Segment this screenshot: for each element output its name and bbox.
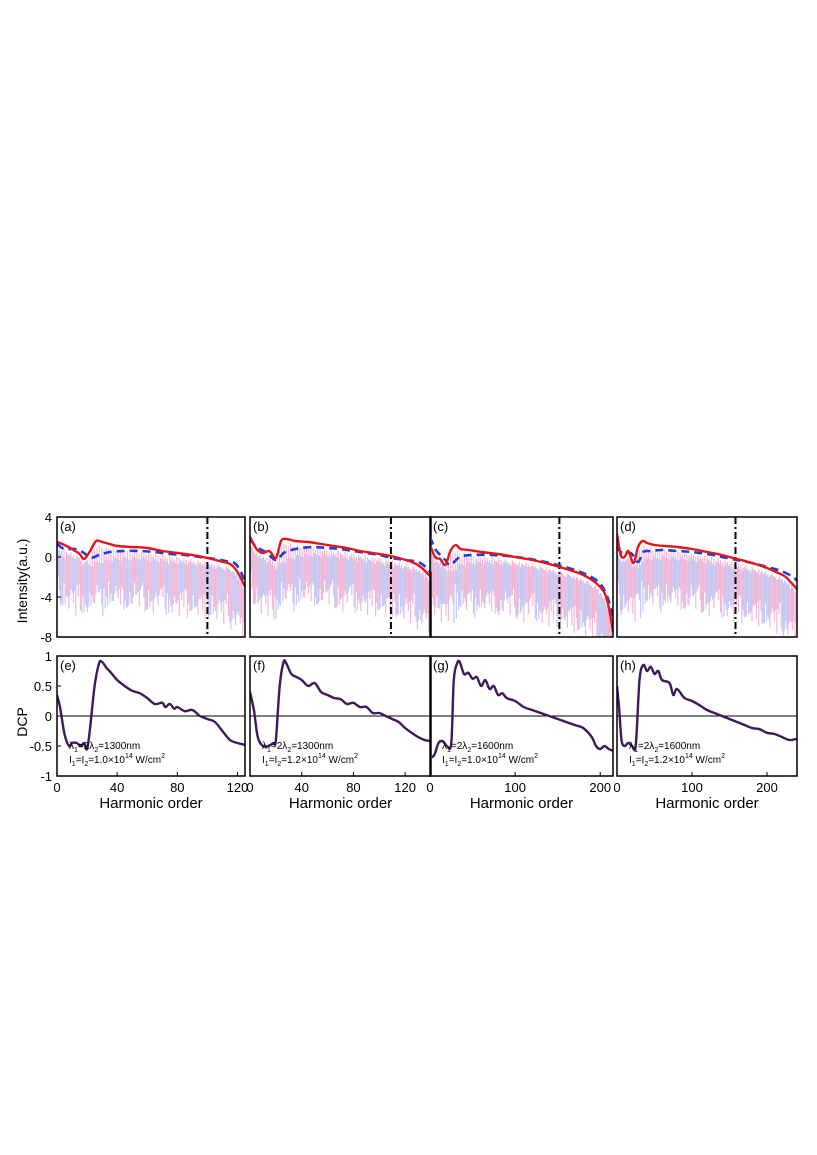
plot-area (617, 663, 797, 752)
x-axis-label: Harmonic order (470, 795, 573, 812)
series-dcp (57, 659, 245, 751)
plot-area (430, 517, 613, 637)
x-tick-label: 100 (681, 780, 703, 795)
panel-a: (a) 4 0 -4 -8 (40, 510, 246, 645)
plot-area (430, 659, 613, 760)
x-tick-label: 40 (294, 780, 308, 795)
x-tick-label: 0 (426, 780, 433, 795)
annotation-intensity: I1=I2=1.0×1014 W/cm2 (69, 753, 165, 768)
x-tick-label: 120 (394, 780, 416, 795)
panel-label: (f) (253, 658, 265, 673)
series-blue-dashed (617, 546, 797, 582)
annotation-intensity: I1=I2=1.0×1014 W/cm2 (442, 753, 538, 768)
plot-area (57, 659, 245, 751)
panel-frame (429, 516, 614, 638)
annotation-intensity: I1=I2=1.2×1014 W/cm2 (629, 753, 725, 768)
plot-area (57, 517, 245, 637)
series-blue-dashed (57, 542, 245, 583)
panel-d: (d) (616, 516, 798, 638)
panel-label: (e) (60, 658, 76, 673)
y-axis-label-dcp: DCP (14, 707, 30, 737)
panel-frame (429, 655, 614, 777)
panel-b: (b) (249, 516, 432, 638)
y-tick-label: 1 (45, 649, 52, 664)
series-red-solid (617, 533, 797, 590)
panel-label: (c) (433, 519, 448, 534)
series-dcp (617, 663, 797, 752)
panel-label: (g) (433, 658, 449, 673)
x-tick-label: 120 (227, 780, 249, 795)
x-tick-label: 200 (756, 780, 778, 795)
x-tick-label: 0 (613, 780, 620, 795)
x-tick-label: 0 (53, 780, 60, 795)
x-tick-label: 80 (346, 780, 360, 795)
series-dcp (250, 658, 431, 748)
plot-area (617, 517, 797, 637)
panel-frame (616, 655, 798, 777)
annotation-wavelength: λ1=2λ2=1600nm (442, 741, 513, 754)
y-tick-label: -8 (40, 630, 52, 645)
series-blue-dashed (430, 536, 613, 623)
plot-area (250, 517, 431, 637)
annotation-wavelength: λ1=2λ2=1600nm (629, 741, 700, 754)
x-axis-label: Harmonic order (289, 795, 392, 812)
series-blue-dashed (250, 538, 431, 574)
y-tick-label: -0.5 (30, 739, 52, 754)
series-red-solid (430, 543, 613, 633)
series-red-solid (57, 539, 245, 588)
annotation-intensity: I1=I2=1.2×1014 W/cm2 (262, 753, 358, 768)
y-tick-label: -4 (40, 590, 52, 605)
annotation-wavelength: λ1=2λ2=1300nm (262, 741, 333, 754)
x-axis-label: Harmonic order (99, 795, 202, 812)
x-tick-label: 100 (504, 780, 526, 795)
panel-c: (c) (429, 516, 614, 638)
y-axis-label-intensity: Intensity(a.u.) (14, 539, 30, 624)
y-tick-label: 4 (45, 510, 52, 525)
y-tick-label: 0 (45, 709, 52, 724)
panel-label: (b) (253, 519, 269, 534)
series-red-solid (250, 536, 431, 578)
annotation-wavelength: λ1=2λ2=1300nm (69, 741, 140, 754)
y-tick-label: -1 (40, 769, 52, 784)
plot-area (250, 658, 431, 748)
x-tick-label: 80 (170, 780, 184, 795)
x-tick-label: 200 (589, 780, 611, 795)
panel-label: (d) (620, 519, 636, 534)
x-axis-label: Harmonic order (655, 795, 758, 812)
x-tick-label: 0 (246, 780, 253, 795)
panel-label: (h) (620, 658, 636, 673)
y-tick-label: 0 (45, 550, 52, 565)
y-tick-label: 0.5 (34, 679, 52, 694)
x-tick-label: 40 (110, 780, 124, 795)
panel-frame (56, 516, 246, 638)
panel-label: (a) (60, 519, 76, 534)
panel-frame (616, 516, 798, 638)
panel-frame (249, 516, 432, 638)
series-dcp (430, 659, 613, 760)
